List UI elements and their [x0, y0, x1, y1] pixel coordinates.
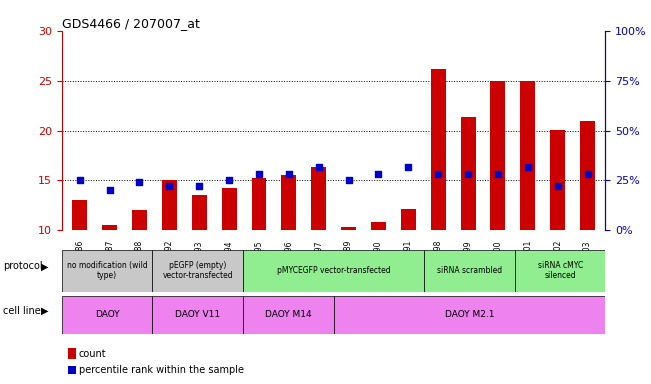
- Point: [463, 171, 473, 177]
- Point: [254, 171, 264, 177]
- Point: [224, 177, 234, 184]
- Bar: [102, 225, 117, 230]
- Bar: [431, 69, 446, 230]
- Bar: [333, 296, 605, 334]
- Point: [582, 171, 592, 177]
- Bar: [371, 222, 386, 230]
- Point: [314, 164, 324, 170]
- Bar: [132, 210, 147, 230]
- Text: ▶: ▶: [41, 306, 49, 316]
- Point: [343, 177, 353, 184]
- Bar: [251, 179, 266, 230]
- Point: [403, 164, 413, 170]
- Bar: [162, 180, 177, 230]
- Bar: [243, 250, 424, 292]
- Point: [134, 179, 145, 185]
- Text: pMYCEGFP vector-transfected: pMYCEGFP vector-transfected: [277, 266, 391, 275]
- Bar: [62, 296, 152, 334]
- Text: count: count: [79, 349, 106, 359]
- Text: cell line: cell line: [3, 306, 41, 316]
- Point: [164, 184, 174, 190]
- Point: [75, 177, 85, 184]
- Text: DAOY V11: DAOY V11: [175, 310, 220, 319]
- Text: pEGFP (empty)
vector-transfected: pEGFP (empty) vector-transfected: [163, 261, 233, 280]
- Text: siRNA cMYC
silenced: siRNA cMYC silenced: [538, 261, 583, 280]
- Text: siRNA scrambled: siRNA scrambled: [437, 266, 502, 275]
- Point: [433, 171, 443, 177]
- Bar: [152, 296, 243, 334]
- Bar: [152, 250, 243, 292]
- Text: no modification (wild
type): no modification (wild type): [67, 261, 148, 280]
- Bar: [341, 227, 356, 230]
- Bar: [424, 250, 515, 292]
- Text: DAOY: DAOY: [95, 310, 119, 319]
- Text: percentile rank within the sample: percentile rank within the sample: [79, 365, 243, 375]
- Text: protocol: protocol: [3, 262, 43, 271]
- Text: DAOY M2.1: DAOY M2.1: [445, 310, 494, 319]
- Text: GDS4466 / 207007_at: GDS4466 / 207007_at: [62, 17, 200, 30]
- Bar: [490, 81, 505, 230]
- Point: [493, 171, 503, 177]
- Bar: [401, 209, 416, 230]
- Bar: [515, 250, 605, 292]
- Bar: [580, 121, 595, 230]
- Bar: [72, 200, 87, 230]
- Bar: [311, 167, 326, 230]
- Point: [194, 184, 204, 190]
- Point: [104, 187, 115, 194]
- Bar: [281, 175, 296, 230]
- Bar: [520, 81, 535, 230]
- Bar: [221, 189, 236, 230]
- Point: [284, 171, 294, 177]
- Point: [373, 171, 383, 177]
- Point: [553, 184, 563, 190]
- Bar: [550, 129, 565, 230]
- Bar: [62, 250, 152, 292]
- Bar: [192, 195, 207, 230]
- Point: [523, 164, 533, 170]
- Text: ▶: ▶: [41, 262, 49, 271]
- Bar: [243, 296, 333, 334]
- Bar: [460, 117, 475, 230]
- Text: DAOY M14: DAOY M14: [265, 310, 312, 319]
